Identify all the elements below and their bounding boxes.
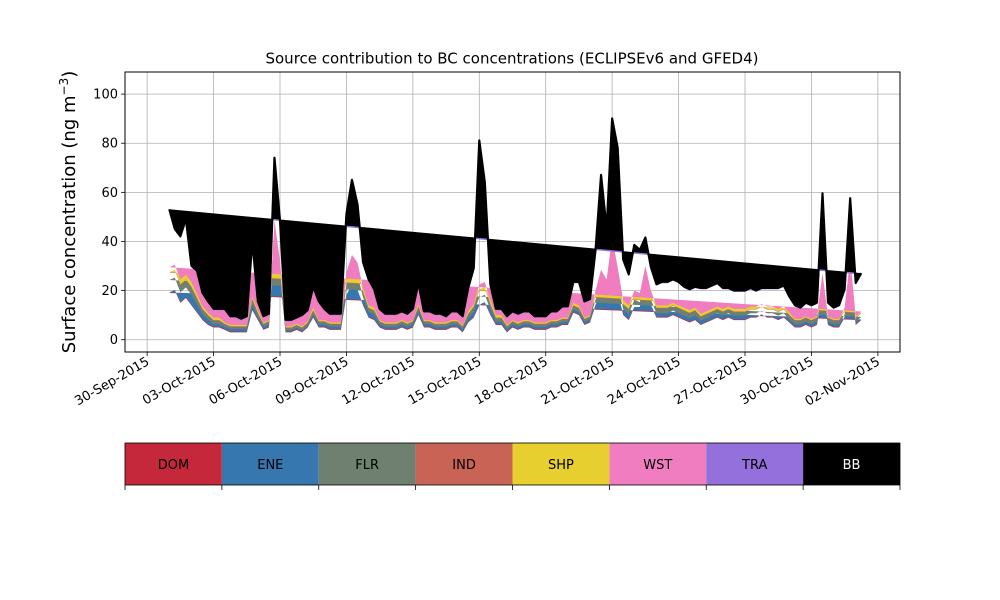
legend-swatch-shp <box>512 443 610 485</box>
y-tick-label: 80 <box>101 137 118 152</box>
legend-label-dom: DOM <box>158 458 189 473</box>
legend-label-bb: BB <box>843 458 861 473</box>
y-tick-label: 20 <box>101 284 118 299</box>
legend-label-ene: ENE <box>257 458 283 473</box>
legend-label-wst: WST <box>643 458 672 473</box>
legend-label-shp: SHP <box>548 458 574 473</box>
legend-swatch-ene <box>221 443 319 485</box>
y-tick-label: 100 <box>93 88 118 103</box>
legend-colorbar: DOM ENE FLR IND SHP WST TRA BB <box>124 442 901 490</box>
legend-swatch-dom <box>125 443 222 485</box>
legend-swatch-wst <box>609 443 707 485</box>
y-tick-label: 60 <box>101 186 118 201</box>
legend-swatch-ind <box>415 443 513 485</box>
plot-frame <box>124 71 901 353</box>
legend-label-flr: FLR <box>355 458 379 473</box>
y-axis-label: Surface concentration (ng m−3) <box>57 71 80 354</box>
y-tick-label: 0 <box>110 333 118 348</box>
legend-swatch-tra <box>706 443 804 485</box>
legend-swatch-bb <box>803 443 900 485</box>
y-axis-ticks: 0 20 40 60 80 100 <box>93 88 125 348</box>
legend-swatch-flr <box>318 443 416 485</box>
total-line <box>168 117 863 321</box>
total-line-layer <box>168 117 863 321</box>
chart-title: Source contribution to BC concentrations… <box>265 50 758 68</box>
legend-label-tra: TRA <box>741 458 767 473</box>
y-tick-label: 40 <box>101 235 118 250</box>
legend-label-ind: IND <box>452 458 476 473</box>
